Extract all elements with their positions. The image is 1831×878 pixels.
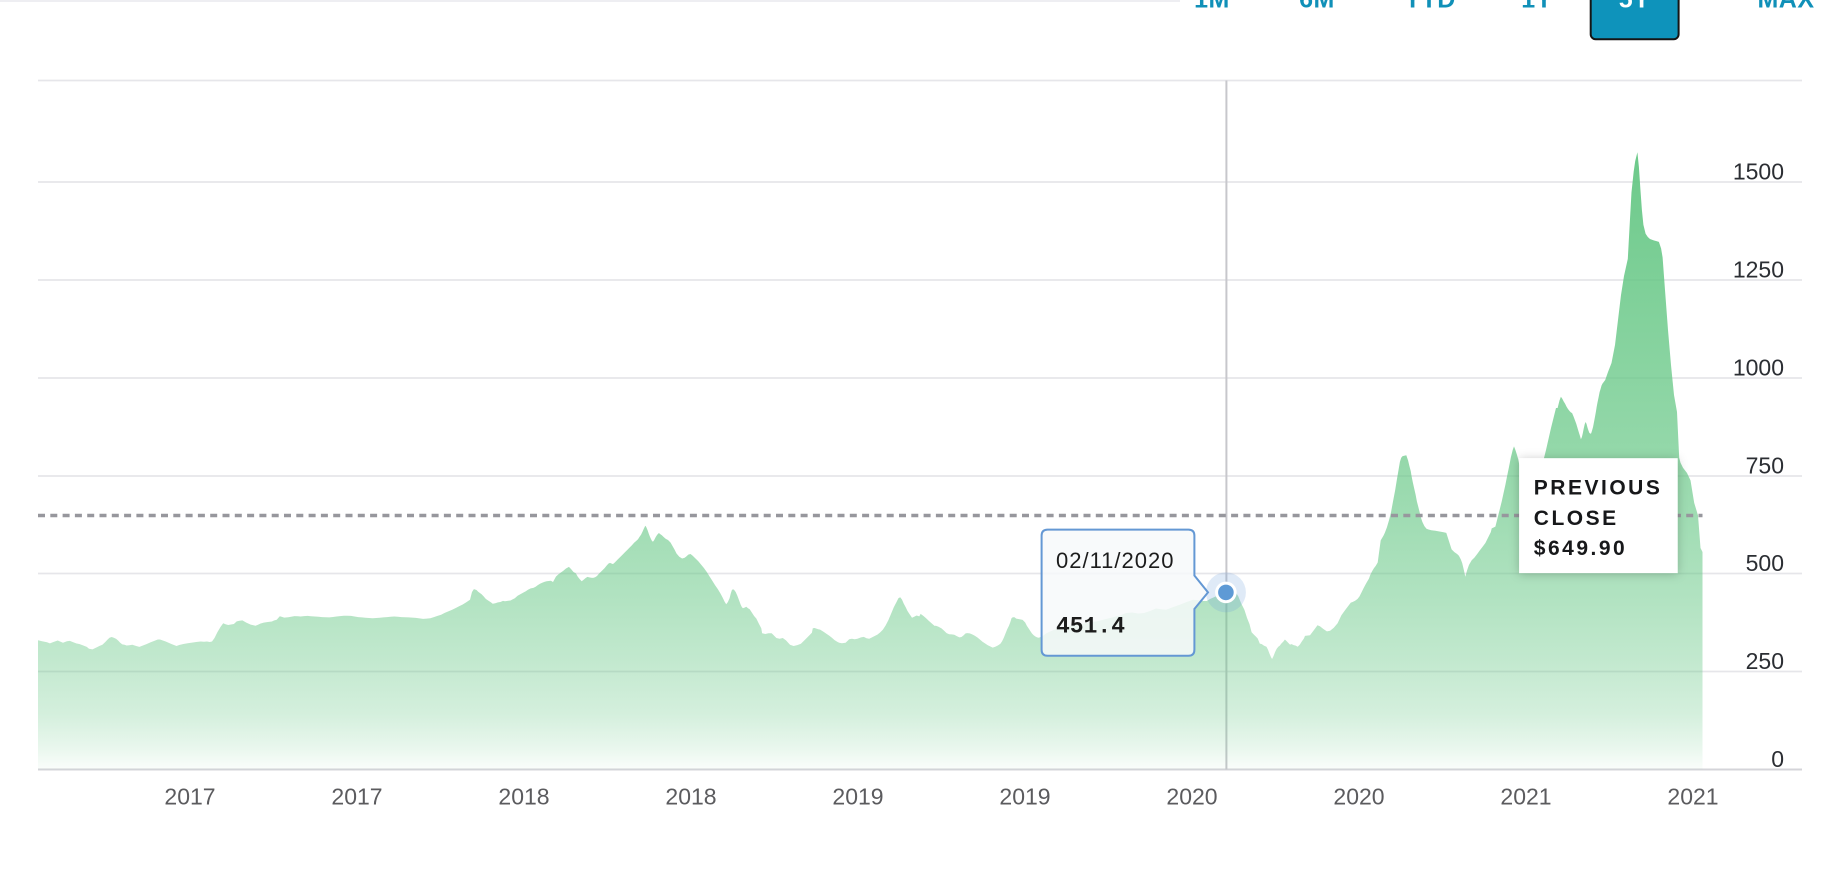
svg-text:1Y: 1Y (1521, 0, 1553, 14)
svg-text:2020: 2020 (1333, 784, 1384, 810)
svg-text:1500: 1500 (1733, 159, 1784, 185)
svg-text:2019: 2019 (999, 784, 1050, 810)
svg-text:5Y: 5Y (1619, 0, 1651, 14)
svg-text:2018: 2018 (665, 784, 716, 810)
svg-text:2021: 2021 (1500, 784, 1551, 810)
svg-text:2020: 2020 (1166, 784, 1217, 810)
svg-text:1250: 1250 (1733, 257, 1784, 283)
svg-text:CLOSE: CLOSE (1534, 507, 1619, 530)
svg-text:750: 750 (1746, 453, 1784, 479)
svg-text:$649.90: $649.90 (1534, 537, 1627, 560)
svg-text:451.4: 451.4 (1056, 613, 1125, 639)
svg-text:PREVIOUS: PREVIOUS (1534, 477, 1663, 500)
svg-text:2017: 2017 (164, 784, 215, 810)
svg-text:2018: 2018 (498, 784, 549, 810)
svg-text:2017: 2017 (331, 784, 382, 810)
svg-text:250: 250 (1746, 648, 1784, 674)
svg-text:02/11/2020: 02/11/2020 (1056, 548, 1174, 573)
svg-text:2019: 2019 (832, 784, 883, 810)
svg-text:2021: 2021 (1667, 784, 1718, 810)
svg-text:6M: 6M (1299, 0, 1335, 14)
svg-text:1000: 1000 (1733, 355, 1784, 381)
svg-text:MAX: MAX (1757, 0, 1814, 14)
svg-text:500: 500 (1746, 550, 1784, 576)
svg-text:0: 0 (1771, 746, 1784, 772)
svg-text:1M: 1M (1194, 0, 1230, 14)
svg-text:YTD: YTD (1404, 0, 1456, 14)
